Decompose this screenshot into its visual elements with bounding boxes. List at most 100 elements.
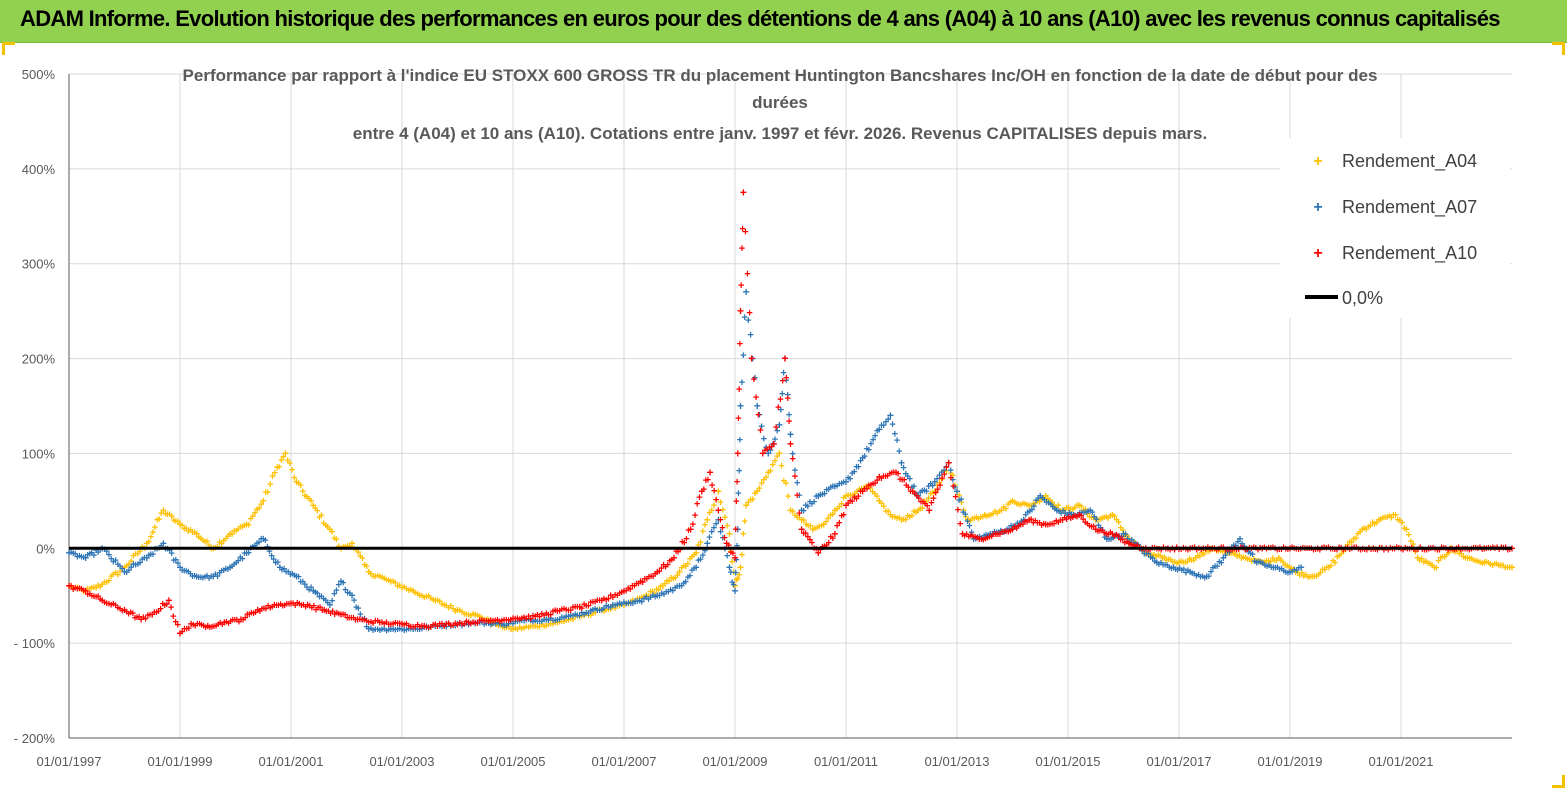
data-point: + <box>667 556 673 568</box>
data-point: + <box>1199 548 1205 560</box>
data-point: + <box>864 483 870 495</box>
data-point: + <box>1107 527 1113 539</box>
data-point: + <box>368 623 374 635</box>
data-point: + <box>706 507 712 519</box>
data-point: + <box>308 582 314 594</box>
data-point: + <box>691 549 697 561</box>
data-point: + <box>176 560 183 574</box>
data-point: + <box>666 576 672 588</box>
data-point: + <box>625 598 631 610</box>
data-point: + <box>209 622 215 634</box>
data-point: + <box>1382 512 1388 524</box>
data-point: + <box>1317 544 1323 556</box>
data-point: + <box>421 592 427 604</box>
data-point: + <box>432 619 438 631</box>
data-point: + <box>138 612 145 626</box>
data-point: + <box>374 616 380 628</box>
data-point: + <box>432 593 439 607</box>
data-point: + <box>450 620 456 632</box>
data-point: + <box>855 491 861 503</box>
data-point: + <box>583 601 589 613</box>
data-point: + <box>677 544 683 556</box>
data-point: + <box>1130 537 1136 549</box>
data-point: + <box>419 590 425 602</box>
data-point: + <box>1139 545 1145 557</box>
data-point: + <box>581 611 587 623</box>
data-point: + <box>1359 522 1366 536</box>
data-point: + <box>269 471 275 483</box>
data-point: + <box>221 615 228 629</box>
data-point: + <box>700 526 706 538</box>
data-point: + <box>627 597 633 609</box>
data-point: + <box>200 620 206 632</box>
data-point: + <box>443 622 449 634</box>
x-tick-label: 01/01/2015 <box>1035 754 1100 769</box>
data-point: + <box>1269 553 1275 565</box>
data-point: + <box>736 465 742 477</box>
data-point: + <box>984 511 990 523</box>
data-point: + <box>1042 489 1049 503</box>
data-point: + <box>563 605 569 617</box>
data-point: + <box>493 617 500 631</box>
data-point: + <box>706 532 712 544</box>
data-point: + <box>1041 493 1047 505</box>
data-point: + <box>1454 545 1460 557</box>
data-point: + <box>459 607 465 619</box>
data-point: + <box>481 615 487 627</box>
data-point: + <box>610 601 616 613</box>
data-point: + <box>854 484 861 498</box>
data-point: + <box>561 604 567 616</box>
data-point: + <box>115 569 121 581</box>
data-point: + <box>821 489 827 501</box>
data-point: + <box>708 526 714 538</box>
data-point: + <box>750 353 756 365</box>
data-point: + <box>408 624 414 636</box>
y-tick-label: 100% <box>22 446 56 461</box>
data-point: + <box>220 535 226 547</box>
data-point: + <box>95 591 101 603</box>
data-point: + <box>267 479 273 491</box>
data-point: + <box>202 572 208 584</box>
data-point: + <box>72 583 78 595</box>
data-point: + <box>394 581 400 593</box>
data-point: + <box>273 600 279 612</box>
data-point: + <box>457 618 463 630</box>
data-point: + <box>327 608 333 620</box>
data-point: + <box>927 489 933 501</box>
data-point: + <box>766 442 772 454</box>
data-point: + <box>417 624 423 636</box>
data-point: + <box>825 513 831 525</box>
data-point: + <box>561 616 567 628</box>
data-point: + <box>614 599 620 611</box>
data-point: + <box>807 535 813 547</box>
data-point: + <box>732 524 738 536</box>
data-point: + <box>735 413 741 425</box>
data-point: + <box>986 532 992 544</box>
data-point: + <box>1222 550 1228 562</box>
data-point: + <box>1238 553 1244 565</box>
data-point: + <box>975 532 981 544</box>
data-point: + <box>115 602 121 614</box>
data-point: + <box>1214 561 1220 573</box>
data-point: + <box>280 451 286 463</box>
data-point: + <box>78 552 84 564</box>
data-point: + <box>514 624 520 636</box>
data-point: + <box>204 536 210 548</box>
data-point: + <box>1353 533 1359 545</box>
data-point: + <box>304 582 310 594</box>
series-layer: ++++++++++++++++++++++++++++++++++++++++… <box>65 186 1515 641</box>
data-point: + <box>731 579 738 593</box>
data-point: + <box>598 593 605 607</box>
data-point: + <box>294 598 300 610</box>
data-point: + <box>603 601 609 613</box>
data-point: + <box>1434 544 1440 556</box>
data-point: + <box>1265 555 1271 567</box>
data-point: + <box>568 610 574 622</box>
data-point: + <box>990 508 996 520</box>
data-point: + <box>676 579 683 593</box>
data-point: + <box>934 480 940 492</box>
data-point: + <box>892 511 898 523</box>
data-point: + <box>310 499 317 513</box>
data-point: + <box>381 573 387 585</box>
data-point: + <box>1285 544 1291 556</box>
